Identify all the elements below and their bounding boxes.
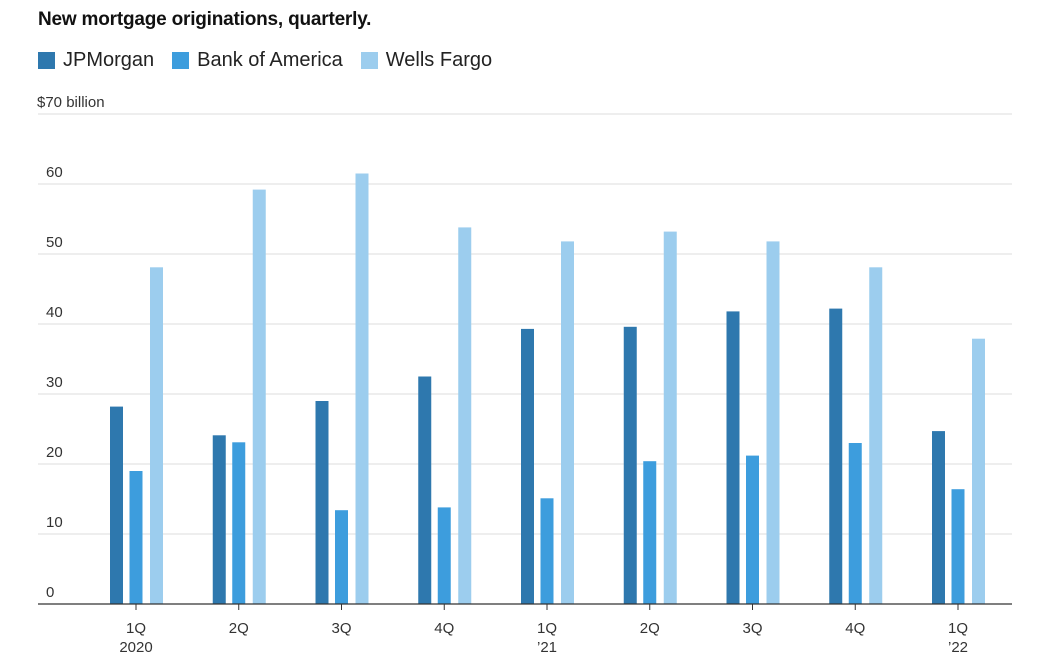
bar-bank-of-america-8 <box>951 489 965 604</box>
legend-swatch-jpmorgan <box>38 51 55 69</box>
y-tick-label-60: 60 <box>46 164 63 181</box>
y-axis-unit-label: $70 billion <box>37 94 105 111</box>
bar-jpmorgan-0 <box>110 406 123 604</box>
y-tick-label-40: 40 <box>46 304 63 321</box>
legend-item-wells-fargo: Wells Fargo <box>360 48 493 72</box>
bar-wells-fargo-1 <box>252 189 266 604</box>
chart-title: New mortgage originations, quarterly. <box>38 9 372 30</box>
bar-wells-fargo-0 <box>150 267 163 604</box>
bar-wells-fargo-8 <box>972 338 985 604</box>
bar-wells-fargo-5 <box>663 231 677 604</box>
x-tick-label-3: 4Q <box>434 620 454 637</box>
y-tick-label-10: 10 <box>46 514 63 531</box>
bar-bank-of-america-0 <box>129 471 143 604</box>
legend-label-bank-of-america: Bank of America <box>197 48 343 71</box>
legend-swatch-wells-fargo <box>360 51 378 69</box>
bar-jpmorgan-6 <box>726 311 740 604</box>
x-tick-label-8-year: ’22 <box>948 639 968 656</box>
x-tick-label-0-year: 2020 <box>119 639 152 656</box>
y-tick-label-50: 50 <box>46 234 63 251</box>
x-tick-label-7: 4Q <box>845 620 865 637</box>
bar-jpmorgan-8 <box>932 431 945 604</box>
bar-bank-of-america-4 <box>540 498 554 604</box>
bar-jpmorgan-2 <box>315 401 329 604</box>
bar-bank-of-america-3 <box>437 507 451 604</box>
y-tick-label-0: 0 <box>46 584 54 601</box>
bar-jpmorgan-7 <box>829 308 843 604</box>
bar-wells-fargo-2 <box>355 173 369 604</box>
bar-jpmorgan-1 <box>212 435 226 604</box>
bar-wells-fargo-3 <box>458 227 472 604</box>
x-tick-label-5: 2Q <box>640 620 660 637</box>
legend-label-jpmorgan: JPMorgan <box>63 48 155 71</box>
x-tick-label-8: 1Q <box>948 620 968 637</box>
bar-jpmorgan-5 <box>623 326 637 604</box>
x-tick-label-1: 2Q <box>229 620 249 637</box>
bar-bank-of-america-7 <box>848 443 862 604</box>
legend-label-wells-fargo: Wells Fargo <box>385 48 493 71</box>
bar-wells-fargo-6 <box>766 241 780 604</box>
x-tick-label-6: 3Q <box>742 620 762 637</box>
bar-bank-of-america-5 <box>643 461 657 604</box>
bar-bank-of-america-1 <box>232 442 246 604</box>
x-tick-label-0: 1Q <box>126 620 146 637</box>
x-tick-label-2: 3Q <box>331 620 351 637</box>
legend-swatch-bank-of-america <box>172 51 190 69</box>
y-tick-label-30: 30 <box>46 374 63 391</box>
x-tick-label-4: 1Q <box>537 620 557 637</box>
legend-item-jpmorgan: JPMorgan <box>38 49 154 72</box>
bar-jpmorgan-4 <box>521 328 534 604</box>
legend: JPMorgan Bank of America Wells Fargo <box>38 48 510 72</box>
legend-item-bank-of-america: Bank of America <box>172 49 343 72</box>
bar-wells-fargo-7 <box>869 267 883 604</box>
bar-bank-of-america-2 <box>335 510 348 604</box>
bar-wells-fargo-4 <box>561 241 574 604</box>
y-tick-label-20: 20 <box>46 444 63 461</box>
x-tick-label-4-year: ’21 <box>537 639 557 656</box>
bar-bank-of-america-6 <box>746 455 759 604</box>
bar-jpmorgan-3 <box>418 376 432 604</box>
